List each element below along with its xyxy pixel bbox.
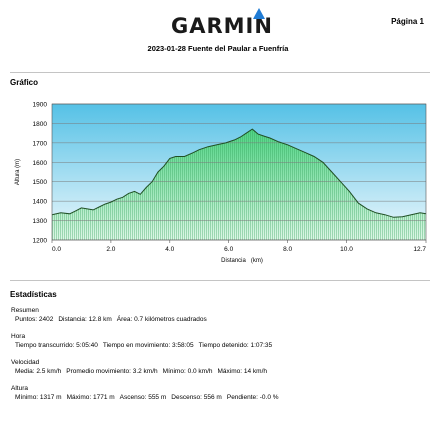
x-tick-label: 4.0 bbox=[165, 246, 174, 253]
stat-value: Área: 0.7 kilómetros cuadrados bbox=[116, 316, 207, 323]
y-tick-label: 1600 bbox=[33, 160, 48, 167]
y-tick-label: 1900 bbox=[33, 102, 48, 109]
stat-group: Hora Tiempo transcurrido: 5:05:40 Tiempo e… bbox=[11, 332, 431, 350]
elevation-line bbox=[51, 128, 427, 218]
stats-panel: Resumen Puntos: 2402 Distancia: 12.8 km Áre… bbox=[11, 306, 431, 410]
stat-group-title: Resumen bbox=[11, 307, 39, 314]
y-tick-label: 1500 bbox=[33, 179, 48, 186]
stat-value: Promedio movimiento: 3.2 km/h bbox=[66, 368, 158, 375]
stat-value: Mínimo: 0.0 km/h bbox=[162, 368, 213, 375]
divider-middle bbox=[10, 280, 430, 281]
stat-row: Media: 2.5 km/h Promedio movimiento: 3.2 … bbox=[11, 367, 431, 376]
y-axis-label: Altura (m) bbox=[15, 159, 21, 185]
stat-value: Mínimo: 1317 m bbox=[15, 394, 62, 401]
activity-title: 2023-01-28 Fuente del Paular a Fuenfría bbox=[147, 44, 289, 53]
elevation-area-hatch bbox=[52, 129, 426, 240]
stat-group: Altura Mínimo: 1317 m Máximo: 1771 m Ascens… bbox=[11, 384, 431, 402]
page-number: Página 1 bbox=[391, 17, 424, 26]
y-tick-label: 1200 bbox=[33, 238, 48, 245]
stat-value: Tiempo en movimiento: 3:58:05 bbox=[102, 342, 194, 349]
stat-value: Tiempo detenido: 1:07:35 bbox=[198, 342, 273, 349]
stats-section-title: Estadísticas bbox=[10, 290, 57, 299]
stat-value: Máximo: 14 km/h bbox=[217, 368, 268, 375]
stat-row: Mínimo: 1317 m Máximo: 1771 m Ascenso: 555… bbox=[11, 393, 431, 402]
x-tick-label: 8.0 bbox=[283, 246, 292, 253]
x-tick-label: 2.0 bbox=[106, 246, 115, 253]
stat-value: Ascenso: 555 m bbox=[119, 394, 167, 401]
plot-frame bbox=[51, 103, 427, 241]
stat-row: Puntos: 2402 Distancia: 12.8 km Área: 0.7 … bbox=[11, 315, 431, 324]
x-tick-label: 10.0 bbox=[340, 246, 353, 253]
stat-group-title: Hora bbox=[11, 333, 26, 340]
stat-group: Resumen Puntos: 2402 Distancia: 12.8 km Áre… bbox=[11, 306, 431, 324]
y-tick-label: 1800 bbox=[33, 121, 48, 128]
garmin-triangle-icon bbox=[253, 8, 265, 19]
stat-value: Tiempo transcurrido: 5:05:40 bbox=[15, 342, 98, 349]
stat-value: Pendiente: -0.0 % bbox=[226, 394, 279, 401]
stat-value: Media: 2.5 km/h bbox=[15, 368, 62, 375]
elevation-chart: 1200 1300 1400 1500 1600 1700 1800 1900 0.0 2.0 4.… bbox=[15, 102, 427, 265]
stat-group-title: Velocidad bbox=[11, 359, 40, 366]
stat-group: Velocidad Media: 2.5 km/h Promedio movimie… bbox=[11, 358, 431, 376]
x-axis-label: Distancia (km) bbox=[221, 258, 263, 264]
stat-value: Puntos: 2402 bbox=[15, 316, 54, 323]
chart-section-title: Gráfico bbox=[10, 78, 39, 87]
stat-value: Máximo: 1771 m bbox=[66, 394, 115, 401]
y-tick-label: 1400 bbox=[33, 199, 48, 206]
divider-top bbox=[10, 72, 430, 73]
x-tick-label: 12.7 bbox=[413, 246, 426, 253]
stat-group-title: Altura bbox=[11, 385, 28, 392]
x-tick-label: 6.0 bbox=[224, 246, 233, 253]
y-tick-label: 1700 bbox=[33, 140, 48, 147]
y-tick-label: 1300 bbox=[33, 218, 48, 225]
stat-value: Distancia: 12.8 km bbox=[58, 316, 112, 323]
x-tick-label: 0.0 bbox=[52, 246, 61, 253]
stat-row: Tiempo transcurrido: 5:05:40 Tiempo en mo… bbox=[11, 341, 431, 350]
stat-value: Descenso: 556 m bbox=[171, 394, 222, 401]
